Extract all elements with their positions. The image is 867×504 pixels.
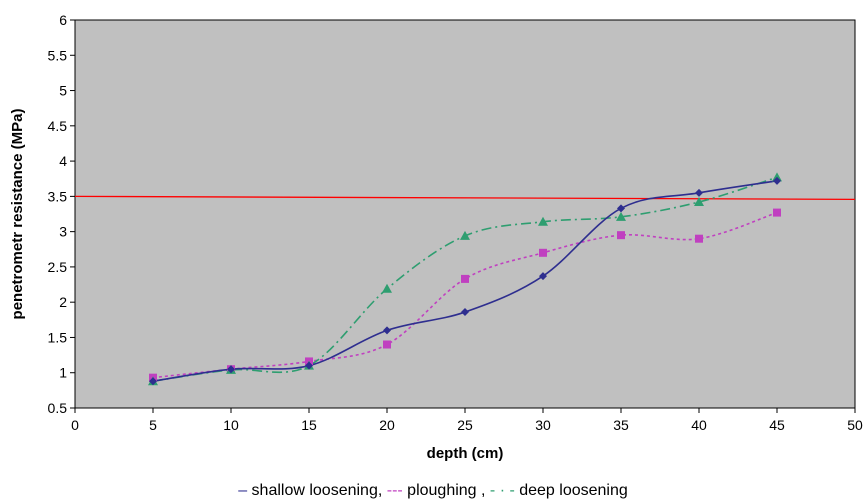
x-tick-label: 0	[71, 417, 79, 433]
legend-item-label: deep loosening	[519, 482, 628, 499]
y-tick-label: 3	[59, 224, 67, 240]
series-line-ploughing	[152, 211, 778, 379]
x-tick-label: 25	[457, 417, 473, 433]
point-ploughing	[539, 248, 547, 257]
x-tick-label: 10	[223, 417, 239, 433]
legend-symbol: –	[238, 482, 251, 499]
point-ploughing	[383, 340, 391, 349]
point-deep-loosening	[694, 197, 704, 207]
x-tick-label: 35	[613, 417, 629, 433]
y-tick-label: 4	[59, 153, 67, 169]
legend-symbol: ---	[382, 482, 407, 499]
point-shallow-loosening	[461, 308, 469, 317]
y-tick-label: 1.5	[48, 329, 68, 345]
plot-area	[74, 19, 856, 409]
point-ploughing	[773, 208, 781, 217]
point-shallow-loosening	[617, 204, 625, 213]
reference-line	[74, 195, 856, 201]
point-ploughing	[695, 234, 703, 243]
svg-text:– shallow loosening, --- ploug: – shallow loosening, --- ploughing , - ·…	[238, 482, 628, 499]
series-line-deep-loosening	[152, 176, 778, 382]
x-tick-label: 40	[691, 417, 707, 433]
point-shallow-loosening	[227, 365, 235, 374]
y-tick-label: 5	[59, 83, 67, 99]
point-deep-loosening	[538, 216, 548, 226]
point-deep-loosening	[382, 283, 392, 293]
x-tick-label: 15	[301, 417, 317, 433]
point-shallow-loosening	[695, 188, 703, 197]
x-tick-label: 5	[149, 417, 157, 433]
x-tick-label: 50	[847, 417, 863, 433]
point-ploughing	[461, 274, 469, 283]
legend: – shallow loosening, --- ploughing , - ·…	[238, 482, 628, 499]
y-tick-label: 4.5	[48, 118, 68, 134]
point-shallow-loosening	[539, 272, 547, 281]
y-tick-label: 0.5	[48, 400, 68, 416]
y-tick-label: 2.5	[48, 259, 68, 275]
y-tick-label: 3.5	[48, 188, 68, 204]
legend-item-label: shallow loosening,	[252, 482, 383, 499]
point-shallow-loosening	[149, 377, 157, 386]
y-tick-label: 6	[59, 12, 67, 28]
y-tick-label: 5.5	[48, 47, 68, 63]
point-ploughing	[617, 231, 625, 240]
point-deep-loosening	[460, 230, 470, 240]
y-tick-label: 1	[59, 365, 67, 381]
x-tick-label: 20	[379, 417, 395, 433]
point-shallow-loosening	[383, 326, 391, 335]
point-shallow-loosening	[305, 361, 313, 370]
y-tick-label: 2	[59, 294, 67, 310]
point-deep-loosening	[616, 211, 626, 221]
legend-symbol: - · -	[485, 482, 519, 499]
point-shallow-loosening	[773, 176, 781, 185]
y-axis-title: penetrometr resistance (MPa)	[9, 109, 26, 320]
point-deep-loosening	[772, 172, 782, 182]
legend-item-label: ploughing ,	[407, 482, 485, 499]
x-tick-label: 45	[769, 417, 785, 433]
x-tick-label: 30	[535, 417, 551, 433]
x-axis-title: depth (cm)	[427, 445, 504, 462]
